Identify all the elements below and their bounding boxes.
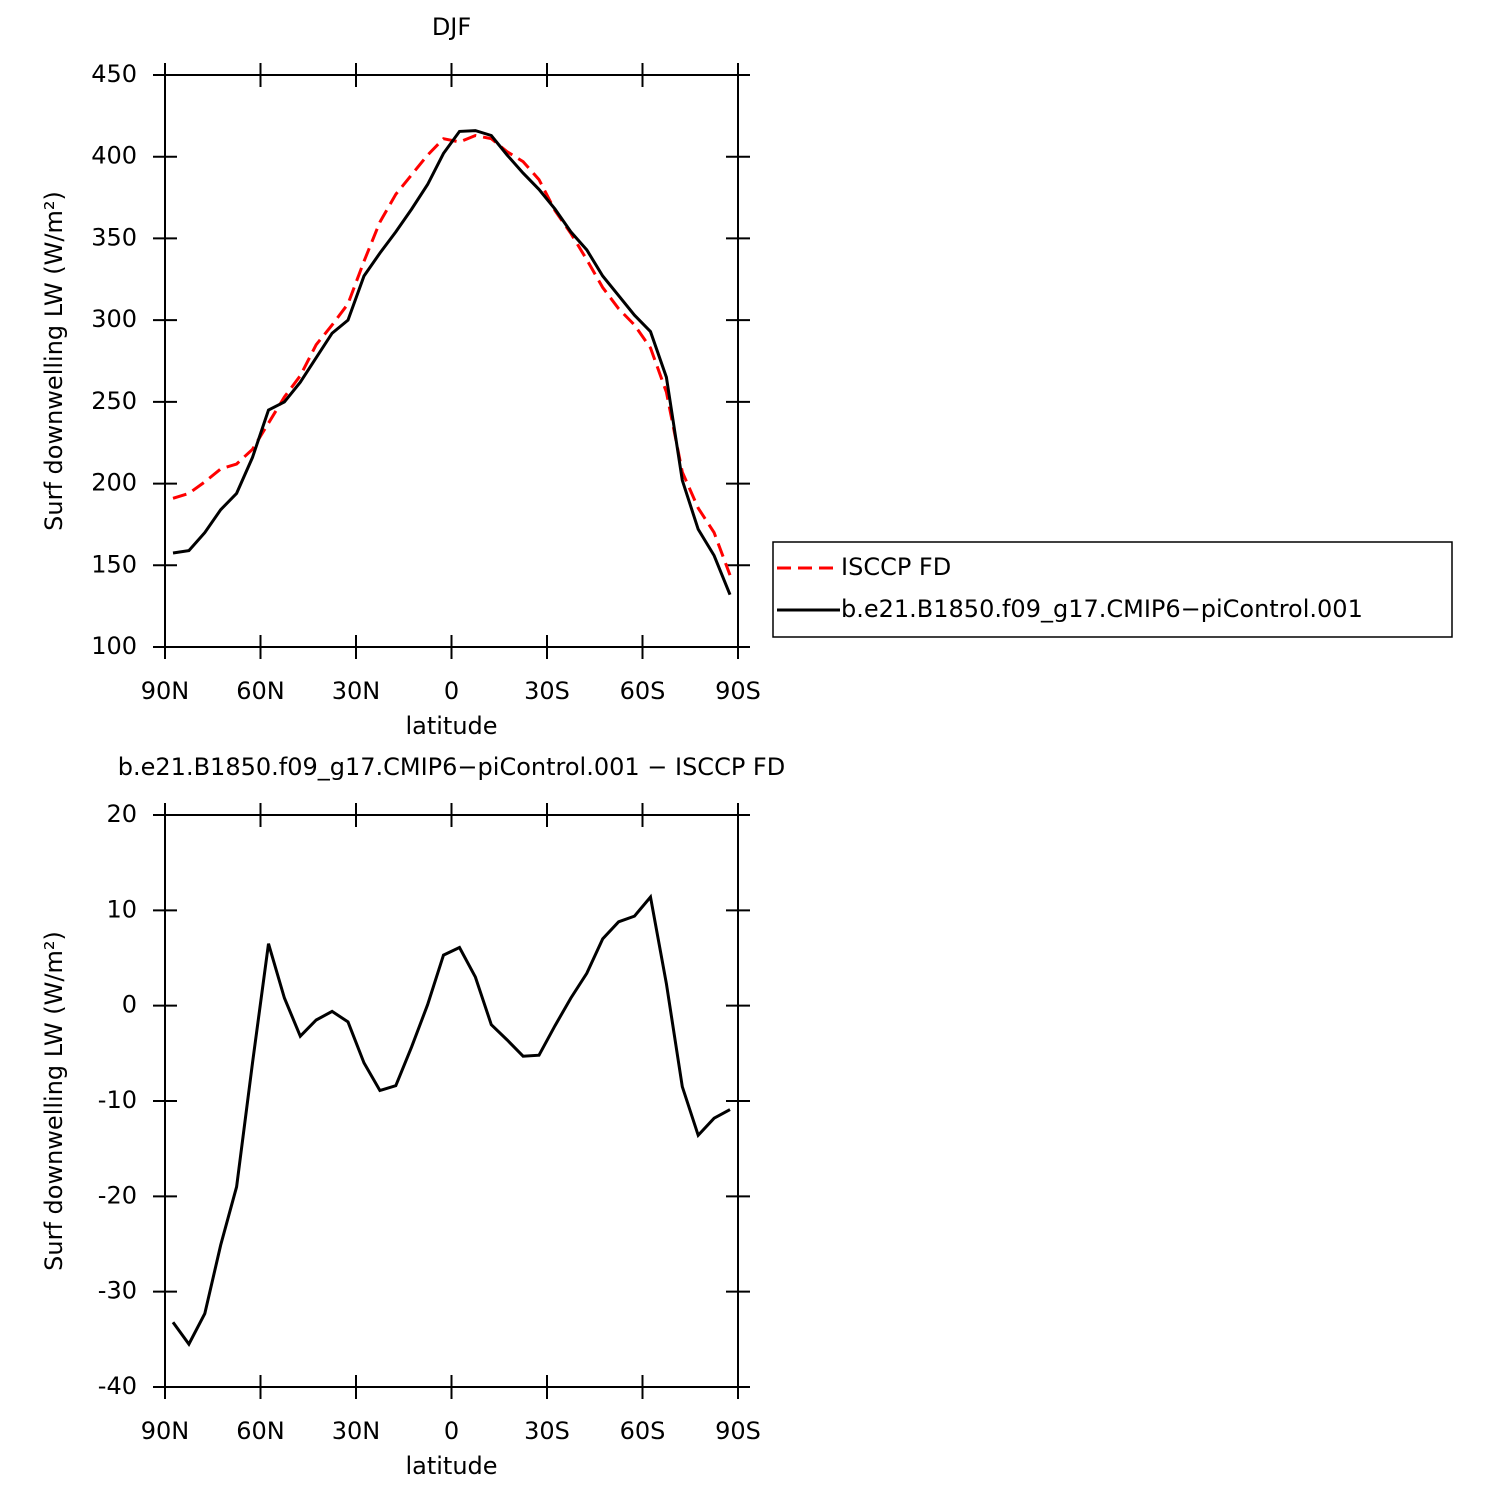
x-tick-label: 60N [236,677,285,705]
x-tick-label: 30S [524,677,570,705]
y-tick-label: -20 [98,1181,137,1209]
y-tick-label: -10 [98,1086,137,1114]
x-axis-label: latitude [405,1452,497,1480]
data-line [171,893,731,1347]
x-tick-label: 90N [141,677,190,705]
y-tick-label: 10 [106,895,137,923]
y-tick-label: 400 [91,142,137,170]
x-tick-label: 60S [620,677,666,705]
plot-frame [164,74,739,648]
y-axis-label: Surf downwelling LW (W/m²) [40,931,68,1271]
data-line [172,129,732,596]
x-tick-label: 90S [715,1417,761,1445]
x-axis-label: latitude [405,712,497,740]
y-axis-label: Surf downwelling LW (W/m²) [40,191,68,531]
y-tick-label: 150 [91,550,137,578]
y-tick-label: 100 [91,632,137,660]
x-tick-label: 0 [444,677,459,705]
y-tick-label: 350 [91,223,137,251]
x-tick-label: 30S [524,1417,570,1445]
plot-frame [164,814,739,1388]
legend-label: b.e21.B1850.f09_g17.CMIP6−piControl.001 [841,595,1363,623]
chart-title: DJF [432,13,471,41]
legend-label: ISCCP FD [841,553,951,581]
y-tick-label: -30 [98,1277,137,1305]
y-tick-label: 0 [122,991,137,1019]
y-tick-label: 450 [91,60,137,88]
y-tick-label: 300 [91,305,137,333]
y-tick-label: 20 [106,800,137,828]
x-tick-label: 0 [444,1417,459,1445]
y-tick-label: 250 [91,387,137,415]
y-tick-label: -40 [98,1372,137,1400]
legend-box [772,541,1453,638]
y-tick-label: 200 [91,469,137,497]
chart-title: b.e21.B1850.f09_g17.CMIP6−piControl.001 … [118,753,785,781]
x-tick-label: 30N [332,1417,381,1445]
x-tick-label: 60N [236,1417,285,1445]
x-tick-label: 90N [141,1417,190,1445]
x-tick-label: 60S [620,1417,666,1445]
data-line [172,133,732,576]
x-tick-label: 90S [715,677,761,705]
x-tick-label: 30N [332,677,381,705]
